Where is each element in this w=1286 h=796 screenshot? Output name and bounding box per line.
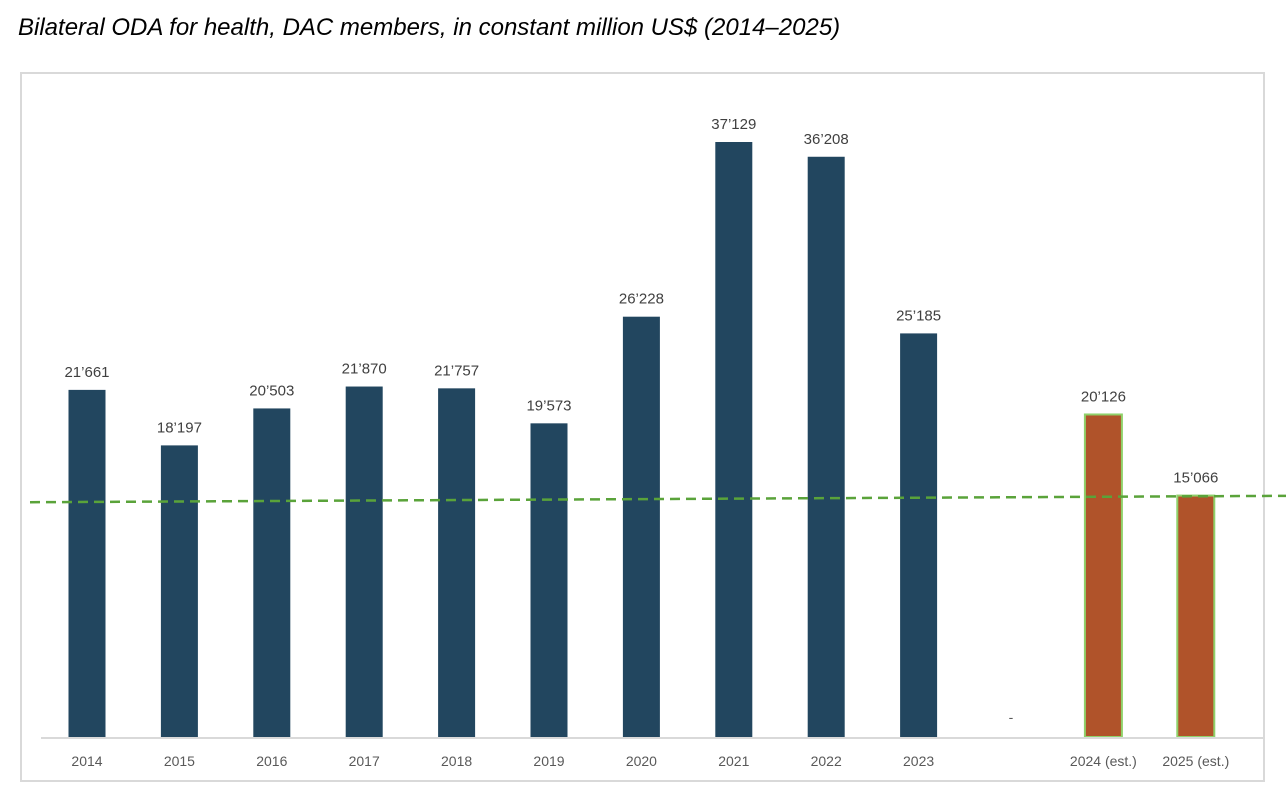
- chart-title: Bilateral ODA for health, DAC members, i…: [18, 14, 841, 41]
- data-label: 26’228: [619, 291, 664, 308]
- bar: [253, 408, 291, 737]
- data-label: 25’185: [896, 307, 941, 324]
- bar: [1083, 413, 1123, 738]
- x-tick-label: 2024 (est.): [1070, 753, 1137, 769]
- data-label: 18’197: [157, 419, 202, 436]
- bar: [160, 445, 198, 737]
- data-label: 19’573: [526, 397, 571, 414]
- x-tick-label: 2015: [164, 753, 195, 769]
- data-label: 20’503: [249, 382, 294, 399]
- bar: [345, 386, 383, 737]
- chart-frame: [20, 72, 1265, 782]
- bar: [900, 333, 938, 737]
- x-tick-label: 2022: [811, 753, 842, 769]
- data-label: 21’757: [434, 362, 479, 379]
- x-tick-label: 2017: [349, 753, 380, 769]
- x-tick-label: 2016: [256, 753, 287, 769]
- x-tick-label: 2014: [71, 753, 102, 769]
- x-tick-label: 2018: [441, 753, 472, 769]
- bar: [807, 156, 845, 737]
- data-label: 20’126: [1081, 388, 1126, 405]
- data-label: 21’870: [342, 361, 387, 378]
- bar: [438, 388, 476, 737]
- bar: [530, 423, 568, 737]
- bar: [715, 142, 753, 737]
- x-tick-label: 2020: [626, 753, 657, 769]
- data-label: 36’208: [804, 131, 849, 148]
- bar: [622, 316, 660, 737]
- bar: [1176, 494, 1216, 739]
- x-tick-label: -: [1009, 709, 1014, 725]
- data-label: 21’661: [64, 364, 109, 381]
- bar: [68, 389, 106, 737]
- reference-line: [29, 494, 1286, 504]
- x-tick-label: 2021: [718, 753, 749, 769]
- data-label: 37’129: [711, 116, 756, 133]
- x-tick-label: 2023: [903, 753, 934, 769]
- x-tick-label: 2019: [533, 753, 564, 769]
- data-label: 15’066: [1173, 470, 1218, 487]
- x-tick-label: 2025 (est.): [1162, 753, 1229, 769]
